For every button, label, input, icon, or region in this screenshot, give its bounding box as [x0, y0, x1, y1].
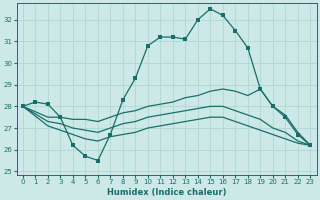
X-axis label: Humidex (Indice chaleur): Humidex (Indice chaleur)	[107, 188, 226, 197]
